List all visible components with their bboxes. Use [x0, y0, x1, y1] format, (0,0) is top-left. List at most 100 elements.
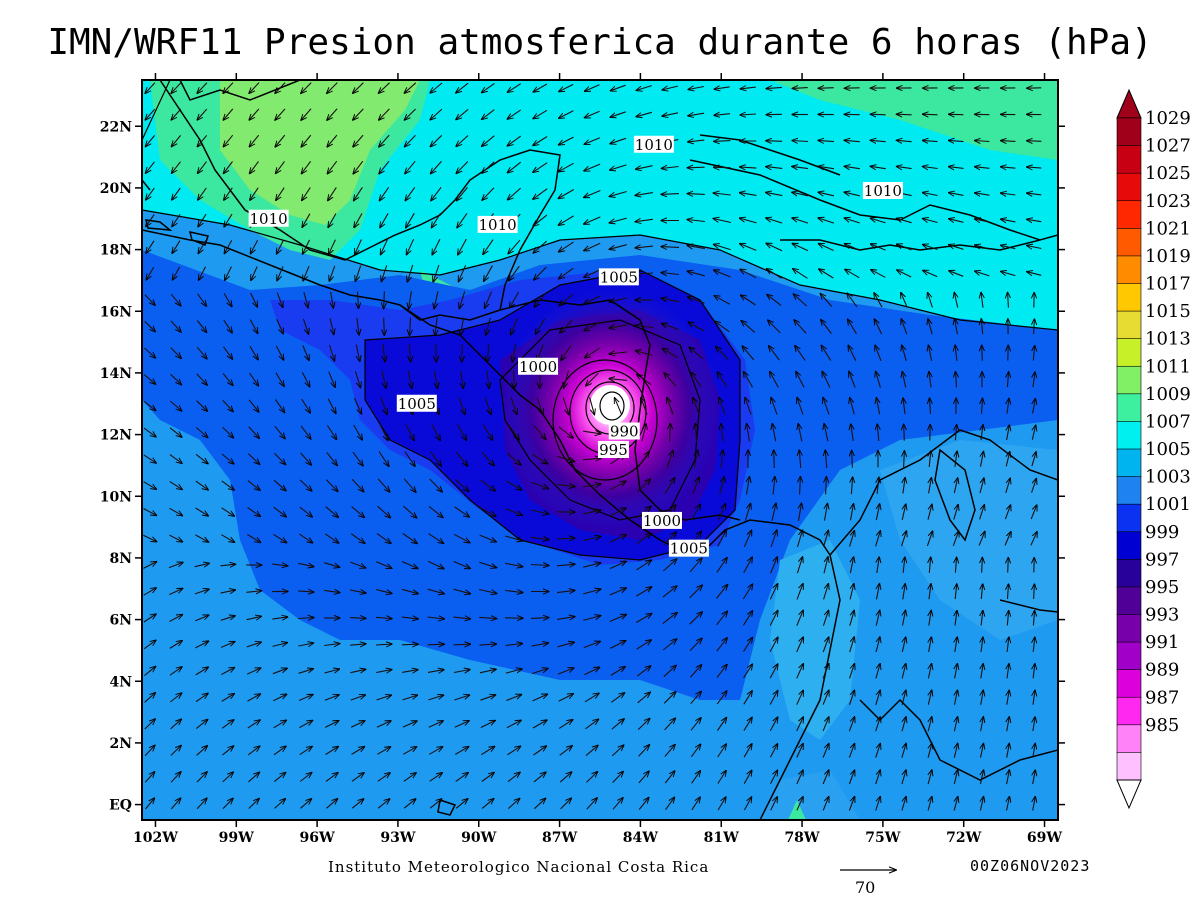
wind-arrow: [196, 772, 207, 783]
wind-arrow: [482, 161, 495, 173]
wind-arrow: [379, 186, 390, 200]
wind-arrow: [275, 372, 284, 387]
wind-arrow: [818, 192, 835, 196]
wind-arrow: [792, 218, 809, 224]
wind-arrow: [637, 718, 650, 730]
wind-arrow: [221, 668, 234, 675]
wind-arrow: [560, 798, 572, 810]
wind-arrow: [740, 244, 757, 251]
wind-arrow: [327, 134, 338, 147]
wind-arrow: [636, 587, 651, 597]
wind-arrow: [852, 450, 853, 468]
colorbar-label: 1001: [1145, 494, 1191, 515]
wind-arrow: [222, 746, 233, 756]
wind-arrow: [929, 451, 931, 468]
wind-arrow: [168, 562, 183, 569]
wind-arrow: [771, 503, 776, 521]
wind-arrow: [691, 372, 702, 388]
wind-arrow: [299, 506, 313, 517]
wind-arrow: [300, 425, 311, 439]
wind-arrow: [458, 238, 467, 255]
wind-arrow: [454, 506, 470, 517]
wind-arrow: [771, 398, 778, 415]
wind-arrow: [691, 797, 700, 811]
wind-arrow: [507, 109, 522, 119]
wind-arrow: [928, 664, 931, 679]
wind-arrow: [144, 745, 155, 757]
wind-arrow: [531, 643, 549, 646]
colorbar-cell: [1116, 669, 1142, 699]
wind-arrow: [610, 693, 624, 703]
lon-tick-label: 69W: [1027, 830, 1062, 846]
wind-arrow: [584, 189, 601, 198]
wind-arrow: [170, 772, 181, 783]
wind-arrow: [405, 134, 416, 147]
wind-arrow: [612, 771, 624, 783]
wind-arrow: [144, 693, 156, 703]
wind-arrow: [454, 721, 469, 728]
wind-arrow: [609, 588, 627, 596]
wind-arrow: [822, 371, 831, 388]
wind-arrow: [250, 292, 258, 307]
wind-arrow: [299, 773, 312, 782]
colorbar-cell: [1116, 752, 1142, 781]
wind-arrow: [609, 641, 626, 649]
wind-arrow: [1033, 743, 1035, 758]
wind-arrow: [247, 746, 260, 756]
wind-arrow: [849, 371, 856, 388]
wind-arrow: [375, 561, 392, 569]
wind-arrow: [799, 450, 800, 469]
wind-arrow: [848, 319, 857, 335]
wind-arrow: [1034, 319, 1035, 335]
wind-arrow: [246, 616, 262, 619]
wind-arrow: [743, 797, 751, 811]
wind-arrow: [220, 564, 235, 566]
wind-arrow: [223, 82, 234, 94]
wind-arrow: [561, 345, 572, 361]
wind-arrow: [276, 318, 283, 334]
wind-arrow: [635, 193, 653, 196]
wind-arrow: [479, 669, 496, 673]
wind-arrow: [742, 611, 752, 626]
wind-arrow: [766, 269, 782, 279]
lat-tick-label: 12N: [100, 428, 132, 444]
wind-arrow: [558, 720, 573, 729]
wind-arrow: [848, 345, 857, 361]
wind-arrow: [197, 108, 208, 120]
latitude-axis: EQ 2N 4N 6N 8N 10N 12N 14N 16N 18N 20N 22N: [100, 119, 1065, 814]
wind-arrow: [923, 114, 938, 115]
wind-arrow: [1007, 398, 1009, 414]
wind-arrow: [664, 771, 675, 784]
wind-arrow: [507, 83, 521, 93]
wind-arrow: [170, 798, 180, 810]
wind-arrow: [766, 218, 783, 224]
wind-arrow: [584, 321, 601, 331]
wind-arrow: [610, 111, 626, 117]
colorbar-bottom-arrow: [1116, 779, 1142, 810]
wind-arrow: [662, 586, 677, 598]
wind-arrow: [871, 270, 886, 278]
wind-arrow: [636, 111, 653, 116]
wind-arrow: [564, 370, 569, 388]
wind-arrow: [377, 799, 390, 809]
lat-tick-label: 8N: [109, 551, 132, 567]
wind-arrow: [981, 451, 984, 467]
wind-arrow: [428, 721, 443, 728]
wind-arrow: [272, 564, 288, 566]
wind-arrow: [689, 347, 704, 360]
wind-arrow: [849, 610, 854, 626]
wind-arrow: [405, 160, 416, 174]
wind-arrow: [461, 370, 464, 389]
wind-arrow: [822, 770, 829, 785]
wind-arrow: [793, 294, 807, 307]
wind-arrow: [381, 370, 386, 388]
wind-arrow: [949, 245, 964, 250]
wind-arrow: [145, 135, 156, 146]
wind-arrow: [224, 187, 233, 200]
contour-label: 1010: [635, 136, 673, 154]
wind-arrow: [877, 584, 880, 600]
wind-arrow: [583, 641, 600, 649]
colorbar-cell: [1116, 393, 1142, 423]
wind-arrow: [172, 213, 181, 226]
wind-arrow: [609, 508, 626, 517]
